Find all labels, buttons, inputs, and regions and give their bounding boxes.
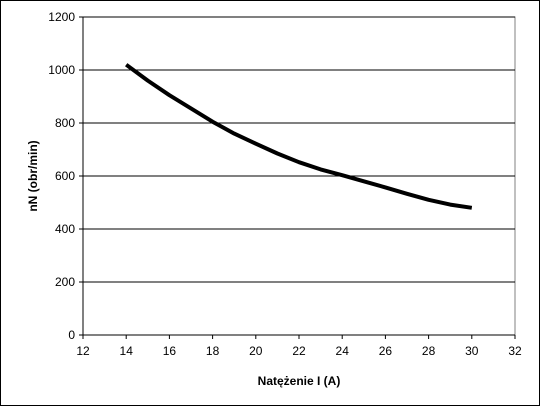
y-tick-label: 200 [55, 275, 75, 289]
y-tick-label: 1200 [48, 10, 75, 24]
y-tick-label: 400 [55, 222, 75, 236]
x-tick-label: 32 [508, 344, 522, 358]
x-axis-title: Natężenie I (A) [258, 374, 341, 388]
x-tick-label: 24 [336, 344, 350, 358]
x-tick-label: 16 [163, 344, 177, 358]
y-tick-label: 1000 [48, 63, 75, 77]
x-tick-label: 14 [120, 344, 134, 358]
y-tick-label: 0 [68, 328, 75, 342]
x-tick-label: 12 [76, 344, 90, 358]
x-tick-label: 22 [292, 344, 306, 358]
x-tick-label: 28 [422, 344, 436, 358]
x-tick-label: 26 [379, 344, 393, 358]
x-tick-label: 20 [249, 344, 263, 358]
x-tick-label: 18 [206, 344, 220, 358]
y-tick-label: 800 [55, 116, 75, 130]
x-tick-label: 30 [465, 344, 479, 358]
y-axis-title: nN (obr/min) [26, 140, 40, 211]
y-tick-label: 600 [55, 169, 75, 183]
